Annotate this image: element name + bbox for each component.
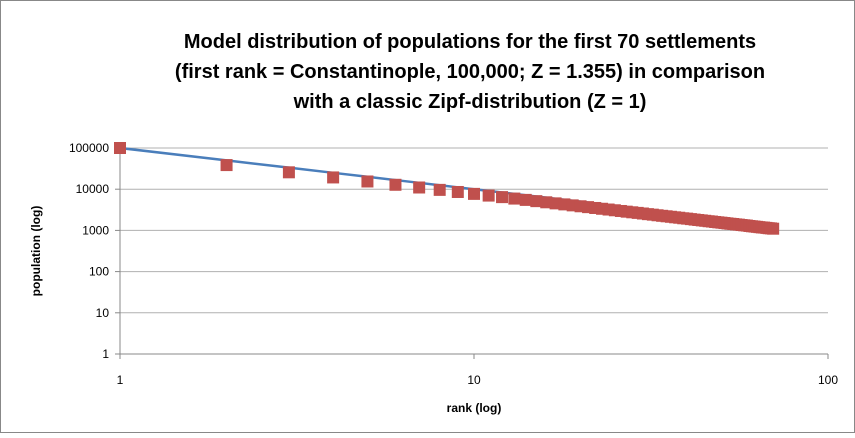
x-tick-label: 1	[117, 373, 124, 387]
marker	[282, 166, 295, 179]
y-tick-label: 1000	[82, 223, 109, 237]
marker	[451, 185, 464, 198]
marker	[508, 192, 521, 205]
marker	[114, 142, 126, 154]
marker	[413, 181, 426, 194]
y-tick-label: 100000	[69, 141, 109, 155]
y-tick-label: 1	[102, 347, 109, 361]
x-tick-label: 100	[818, 373, 838, 387]
marker	[496, 191, 509, 204]
marker	[767, 222, 780, 235]
marker	[433, 183, 446, 196]
y-tick-label: 10000	[76, 182, 110, 196]
x-tick-label: 10	[467, 373, 481, 387]
chart-title: (first rank = Constantinople, 100,000; Z…	[175, 61, 765, 83]
marker	[389, 178, 402, 191]
marker	[482, 189, 495, 202]
chart-title: with a classic Zipf-distribution (Z = 1)	[293, 91, 647, 113]
marker	[327, 171, 340, 184]
chart-title: Model distribution of populations for th…	[184, 31, 756, 53]
marker	[361, 175, 374, 188]
marker	[540, 196, 553, 209]
x-axis-label: rank (log)	[447, 401, 502, 415]
y-tick-label: 10	[96, 306, 110, 320]
y-tick-label: 100	[89, 265, 109, 279]
marker	[220, 159, 233, 172]
y-axis-label: population (log)	[29, 206, 43, 297]
marker	[468, 187, 480, 200]
marker	[530, 195, 543, 208]
marker	[519, 193, 532, 206]
